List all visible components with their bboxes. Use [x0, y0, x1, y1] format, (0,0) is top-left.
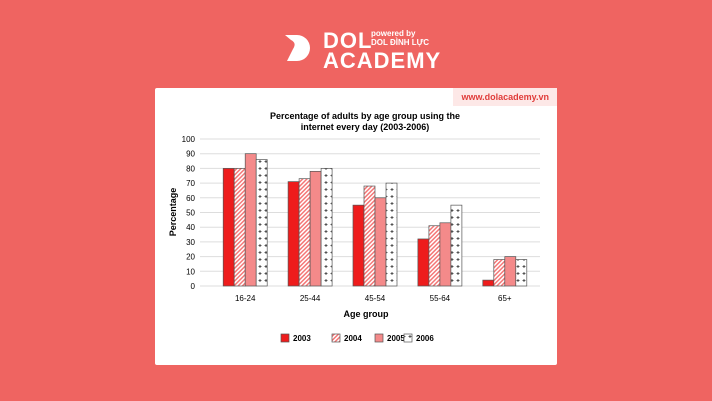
x-tick-label: 55-64	[430, 294, 451, 303]
legend-label-2003: 2003	[293, 334, 311, 343]
y-tick-label: 50	[186, 209, 195, 218]
y-tick-label: 10	[186, 267, 195, 276]
powered-by: powered by DOL ĐÌNH LỰC	[371, 29, 429, 47]
y-tick-label: 40	[186, 223, 195, 232]
bar-2003-55-64	[417, 238, 430, 287]
legend-label-2005: 2005	[387, 334, 405, 343]
bar-2003-65+	[482, 279, 495, 287]
x-axis-label: Age group	[344, 309, 389, 319]
y-tick-label: 0	[191, 282, 196, 291]
legend-swatch-2006	[403, 333, 413, 343]
bar-2004-45-54	[363, 185, 376, 287]
legend-swatch-2004	[331, 333, 341, 343]
bar-2005-16-24	[244, 153, 257, 287]
x-tick-label: 65+	[498, 294, 512, 303]
bar-2006-16-24	[255, 159, 268, 287]
bar-2004-25-44	[298, 178, 311, 287]
y-tick-label: 60	[186, 194, 195, 203]
legend-swatch-2005	[374, 333, 384, 343]
brand-name-line2: ACADEMY	[323, 48, 442, 73]
bar-2005-25-44	[309, 170, 322, 287]
brand-name-line1: DOL	[323, 28, 373, 53]
bar-2004-55-64	[428, 225, 441, 287]
chart-title-line2: internet every day (2003-2006)	[301, 122, 430, 132]
bar-2003-25-44	[287, 181, 300, 287]
bar-2003-45-54	[352, 204, 365, 287]
bar-2006-45-54	[385, 182, 398, 287]
y-tick-label: 80	[186, 164, 195, 173]
bar-2005-45-54	[374, 197, 387, 287]
powered-by-label: powered by	[371, 29, 416, 38]
y-axis-label: Percentage	[168, 188, 178, 237]
x-tick-label: 45-54	[365, 294, 386, 303]
dol-logo-icon	[285, 35, 310, 61]
y-tick-label: 90	[186, 150, 195, 159]
bar-2005-65+	[504, 256, 517, 287]
website-label: www.dolacademy.vn	[453, 88, 557, 106]
bar-2006-55-64	[450, 204, 463, 287]
legend-label-2006: 2006	[416, 334, 434, 343]
y-tick-label: 70	[186, 179, 195, 188]
bar-chart: Percentage of adults by age group using …	[168, 111, 540, 343]
x-tick-label: 16-24	[235, 294, 256, 303]
legend-label-2004: 2004	[344, 334, 362, 343]
x-tick-label: 25-44	[300, 294, 321, 303]
bar-2006-65+	[515, 259, 528, 287]
powered-by-name: DOL ĐÌNH LỰC	[371, 38, 430, 47]
y-tick-label: 100	[182, 135, 196, 144]
y-tick-label: 20	[186, 253, 195, 262]
dol-academy-logo: DOL powered by DOL ĐÌNH LỰC ACADEMY	[283, 28, 440, 73]
chart-title-line1: Percentage of adults by age group using …	[270, 111, 460, 121]
chart-card: www.dolacademy.vn Percentage of adults b…	[155, 88, 557, 365]
y-tick-label: 30	[186, 238, 195, 247]
legend-swatch-2003	[280, 333, 290, 343]
bar-2004-65+	[493, 259, 506, 287]
bar-2003-16-24	[222, 168, 235, 287]
bar-2004-16-24	[233, 168, 246, 287]
bar-2006-25-44	[320, 168, 333, 287]
bar-2005-55-64	[439, 222, 452, 287]
